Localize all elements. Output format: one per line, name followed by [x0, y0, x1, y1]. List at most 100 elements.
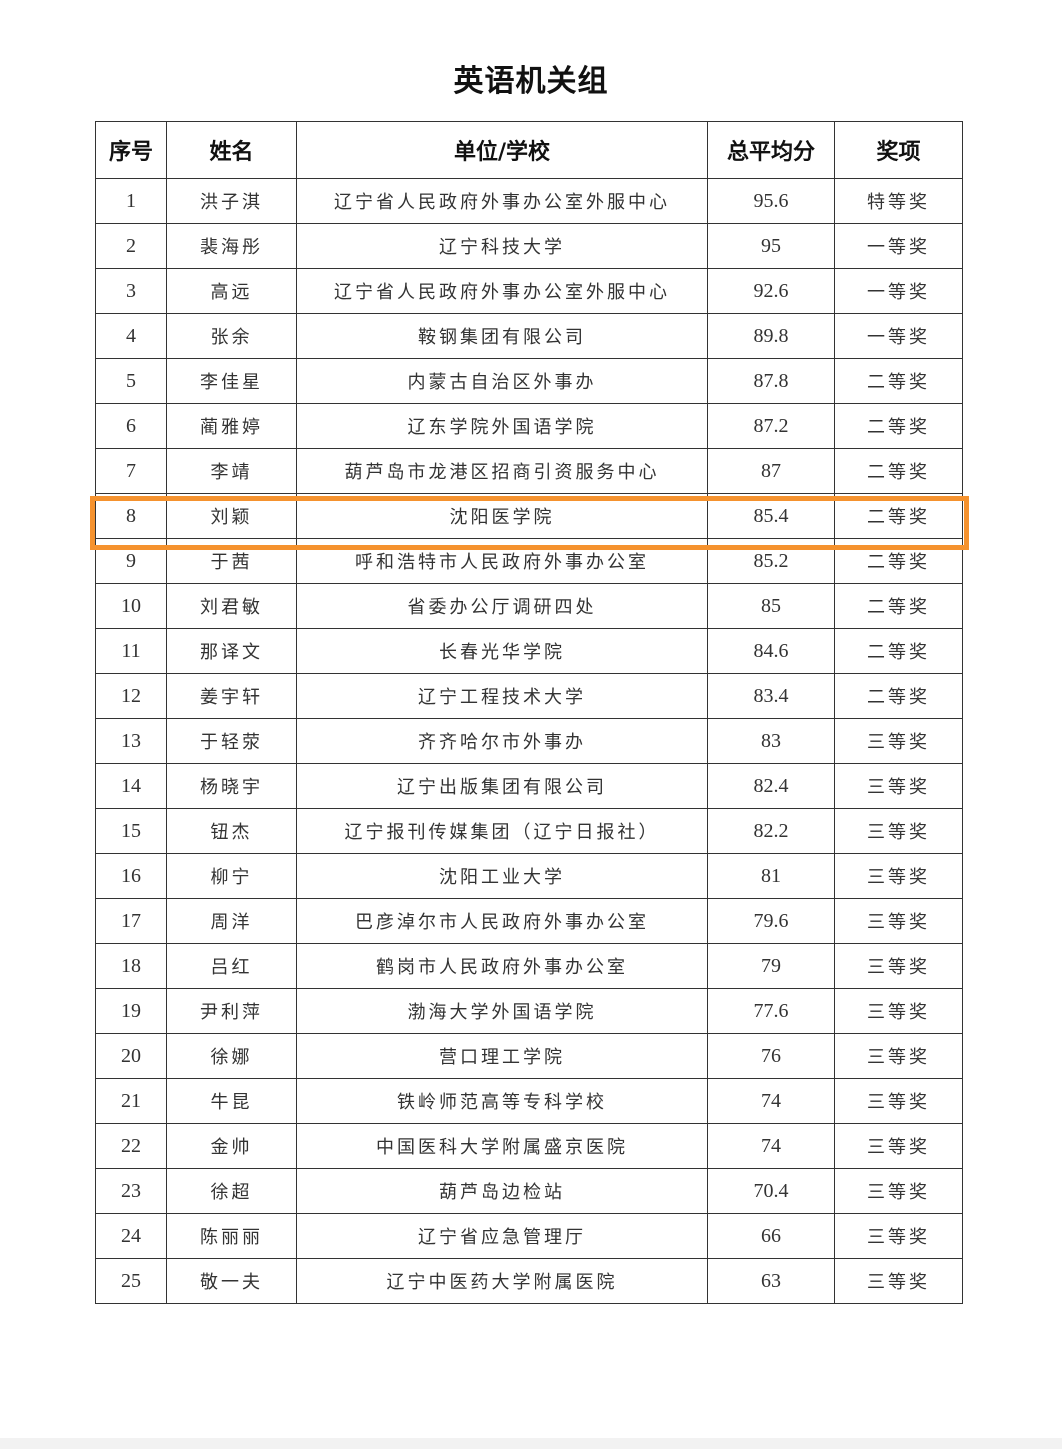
cell-unit: 鹤岗市人民政府外事办公室	[296, 943, 708, 989]
cell-rank: 16	[95, 853, 167, 899]
cell-award: 一等奖	[834, 313, 963, 359]
cell-award: 三等奖	[834, 808, 963, 854]
cell-unit: 辽宁报刊传媒集团（辽宁日报社）	[296, 808, 708, 854]
cell-score: 87	[707, 448, 835, 494]
table-row: 11 那译文 长春光华学院 84.6 二等奖	[95, 628, 963, 674]
table-row: 20 徐娜 营口理工学院 76 三等奖	[95, 1033, 963, 1079]
cell-score: 81	[707, 853, 835, 899]
cell-score: 79.6	[707, 898, 835, 944]
cell-name: 蔺雅婷	[166, 403, 297, 449]
cell-unit: 铁岭师范高等专科学校	[296, 1078, 708, 1124]
cell-unit: 辽宁省人民政府外事办公室外服中心	[296, 268, 708, 314]
table-row: 23 徐超 葫芦岛边检站 70.4 三等奖	[95, 1168, 963, 1214]
cell-unit: 沈阳工业大学	[296, 853, 708, 899]
table-row: 17 周洋 巴彦淖尔市人民政府外事办公室 79.6 三等奖	[95, 898, 963, 944]
cell-score: 74	[707, 1123, 835, 1169]
cell-award: 三等奖	[834, 943, 963, 989]
cell-award: 三等奖	[834, 718, 963, 764]
table-row: 4 张余 鞍钢集团有限公司 89.8 一等奖	[95, 313, 963, 359]
cell-unit: 内蒙古自治区外事办	[296, 358, 708, 404]
cell-unit: 辽宁省应急管理厅	[296, 1213, 708, 1259]
cell-name: 敬一夫	[166, 1258, 297, 1304]
cell-name: 姜宇轩	[166, 673, 297, 719]
page-bottom-edge	[0, 1438, 1062, 1449]
column-header-rank: 序号	[95, 121, 167, 179]
cell-unit: 巴彦淖尔市人民政府外事办公室	[296, 898, 708, 944]
table-row: 19 尹利萍 渤海大学外国语学院 77.6 三等奖	[95, 988, 963, 1034]
cell-name: 徐超	[166, 1168, 297, 1214]
cell-award: 三等奖	[834, 1258, 963, 1304]
cell-unit: 齐齐哈尔市外事办	[296, 718, 708, 764]
table-row: 2 裴海彤 辽宁科技大学 95 一等奖	[95, 223, 963, 269]
table-row: 16 柳宁 沈阳工业大学 81 三等奖	[95, 853, 963, 899]
cell-score: 83.4	[707, 673, 835, 719]
cell-name: 李佳星	[166, 358, 297, 404]
cell-score: 70.4	[707, 1168, 835, 1214]
cell-rank: 10	[95, 583, 167, 629]
cell-unit: 鞍钢集团有限公司	[296, 313, 708, 359]
cell-score: 82.2	[707, 808, 835, 854]
cell-award: 三等奖	[834, 898, 963, 944]
column-header-name: 姓名	[166, 121, 297, 179]
cell-name: 刘君敏	[166, 583, 297, 629]
cell-rank: 23	[95, 1168, 167, 1214]
cell-rank: 22	[95, 1123, 167, 1169]
cell-unit: 辽宁出版集团有限公司	[296, 763, 708, 809]
cell-score: 83	[707, 718, 835, 764]
table-row: 10 刘君敏 省委办公厅调研四处 85 二等奖	[95, 583, 963, 629]
cell-unit: 长春光华学院	[296, 628, 708, 674]
cell-unit: 辽宁科技大学	[296, 223, 708, 269]
cell-name: 柳宁	[166, 853, 297, 899]
table-row: 13 于轻荥 齐齐哈尔市外事办 83 三等奖	[95, 718, 963, 764]
cell-score: 84.6	[707, 628, 835, 674]
table-row: 5 李佳星 内蒙古自治区外事办 87.8 二等奖	[95, 358, 963, 404]
page-title: 英语机关组	[453, 64, 609, 99]
table-row: 15 钮杰 辽宁报刊传媒集团（辽宁日报社） 82.2 三等奖	[95, 808, 963, 854]
column-header-award: 奖项	[834, 121, 963, 179]
cell-name: 吕红	[166, 943, 297, 989]
cell-rank: 14	[95, 763, 167, 809]
cell-award: 二等奖	[834, 583, 963, 629]
cell-name: 那译文	[166, 628, 297, 674]
cell-unit: 辽宁省人民政府外事办公室外服中心	[296, 178, 708, 224]
table-row: 12 姜宇轩 辽宁工程技术大学 83.4 二等奖	[95, 673, 963, 719]
cell-rank: 19	[95, 988, 167, 1034]
column-header-score: 总平均分	[707, 121, 835, 179]
cell-score: 92.6	[707, 268, 835, 314]
table-row: 3 高远 辽宁省人民政府外事办公室外服中心 92.6 一等奖	[95, 268, 963, 314]
cell-name: 钮杰	[166, 808, 297, 854]
table-row: 8 刘颖 沈阳医学院 85.4 二等奖	[95, 493, 963, 539]
cell-name: 杨晓宇	[166, 763, 297, 809]
cell-unit: 辽宁中医药大学附属医院	[296, 1258, 708, 1304]
cell-rank: 15	[95, 808, 167, 854]
cell-score: 95	[707, 223, 835, 269]
cell-award: 一等奖	[834, 268, 963, 314]
cell-name: 高远	[166, 268, 297, 314]
cell-unit: 葫芦岛市龙港区招商引资服务中心	[296, 448, 708, 494]
cell-rank: 21	[95, 1078, 167, 1124]
table-body: 1 洪子淇 辽宁省人民政府外事办公室外服中心 95.6 特等奖 2 裴海彤 辽宁科技大学 95 一…	[95, 178, 963, 1304]
cell-score: 74	[707, 1078, 835, 1124]
cell-unit: 辽宁工程技术大学	[296, 673, 708, 719]
cell-award: 三等奖	[834, 1033, 963, 1079]
table-row: 25 敬一夫 辽宁中医药大学附属医院 63 三等奖	[95, 1258, 963, 1304]
cell-score: 66	[707, 1213, 835, 1259]
cell-score: 85.4	[707, 493, 835, 539]
cell-unit: 渤海大学外国语学院	[296, 988, 708, 1034]
cell-unit: 省委办公厅调研四处	[296, 583, 708, 629]
table-row: 1 洪子淇 辽宁省人民政府外事办公室外服中心 95.6 特等奖	[95, 178, 963, 224]
cell-rank: 4	[95, 313, 167, 359]
cell-name: 周洋	[166, 898, 297, 944]
cell-name: 于茜	[166, 538, 297, 584]
cell-award: 二等奖	[834, 538, 963, 584]
cell-score: 82.4	[707, 763, 835, 809]
cell-rank: 17	[95, 898, 167, 944]
cell-score: 85.2	[707, 538, 835, 584]
cell-unit: 呼和浩特市人民政府外事办公室	[296, 538, 708, 584]
cell-rank: 20	[95, 1033, 167, 1079]
cell-rank: 2	[95, 223, 167, 269]
cell-score: 89.8	[707, 313, 835, 359]
table-row: 18 吕红 鹤岗市人民政府外事办公室 79 三等奖	[95, 943, 963, 989]
cell-name: 李靖	[166, 448, 297, 494]
cell-award: 二等奖	[834, 448, 963, 494]
